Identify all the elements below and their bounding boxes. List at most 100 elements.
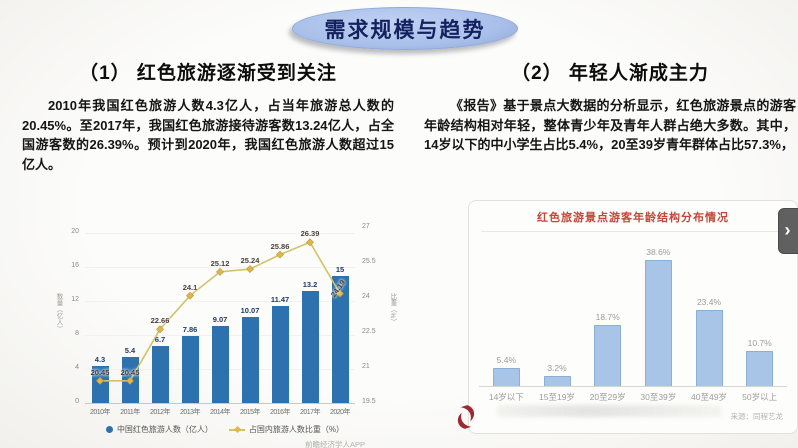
y-axis-tick-left: 20: [71, 228, 79, 235]
legend-label: 占国内旅游人数比重（%）: [248, 425, 345, 434]
x-axis-tick-label: 2013年: [179, 409, 201, 416]
legend-line-marker-icon: [233, 425, 241, 433]
x-axis-tick-label: 30至39岁: [640, 392, 677, 402]
bar-value-label: 9.07: [212, 314, 228, 324]
bar-value-label: 11.47: [270, 294, 290, 304]
next-slide-button[interactable]: ›: [778, 208, 798, 254]
x-axis-tick-label: 2015年: [239, 409, 261, 416]
bar-value-label: 10.07: [240, 306, 260, 316]
line-value-label: 25.86: [270, 241, 290, 251]
bar: [746, 351, 774, 386]
section-red-tourism-attention: （1） 红色旅游逐渐受到关注 2010年我国红色旅游人数4.3亿人，占当年旅游总…: [22, 58, 396, 448]
line-marker: [156, 325, 164, 334]
y-axis-tick-left: 4: [75, 364, 79, 371]
section-young-people: （2） 年轻人渐成主力 《报告》基于景点大数据的分析显示，红色旅游景点的游客年龄…: [424, 58, 798, 434]
watermark-smudge: [497, 405, 722, 417]
bar: [271, 305, 289, 403]
legend-item-line: 占国内旅游人数比重（%）: [228, 424, 345, 435]
divider: [481, 231, 785, 232]
line-value-label: 22.66: [150, 316, 170, 326]
bar-value-label: 6.7: [154, 335, 166, 345]
y-axis-tick-left: 0: [75, 398, 79, 405]
right-chart: 5.4% 14岁以下 3.2% 15至19岁 18.7% 20至29岁 38.6% 30至39…: [469, 201, 797, 433]
section1-paragraph: 2010年我国红色旅游人数4.3亿人，占当年旅游总人数的20.45%。至2017…: [22, 98, 394, 172]
y-axis-title-right: 比重（%）: [389, 293, 396, 325]
bar-value-label: 15: [335, 264, 345, 274]
y-axis-tick-right: 22.5: [362, 328, 376, 335]
right-chart-title: 红色旅游景点游客年龄结构分布情况: [537, 212, 729, 224]
x-axis-tick-label: 2012年: [149, 409, 171, 416]
bar: [492, 368, 520, 386]
legend-item-bars: 中国红色旅游人数（亿人）: [105, 424, 213, 435]
bar-value-label: 5.4%: [496, 355, 517, 366]
line-marker: [276, 250, 284, 259]
y-axis-title-left: 数量（亿人）: [55, 293, 62, 332]
bar: [151, 346, 169, 403]
y-axis-tick-right: 21: [362, 363, 370, 370]
y-axis-tick-right: 25.5: [362, 258, 376, 265]
bar: [644, 260, 672, 386]
line-value-label: 24.1: [182, 282, 198, 292]
bar-value-label: 18.7%: [595, 311, 620, 322]
line-value-label: 25.12: [210, 258, 230, 268]
bar: [543, 375, 571, 386]
line-value-label: 25.24: [240, 256, 260, 266]
right-chart-card: 红色旅游景点游客年龄结构分布情况 5.4% 14岁以下 3.2% 15至19岁 18.7…: [468, 200, 798, 434]
bar-value-label: 13.2: [302, 279, 318, 289]
y-axis-tick-left: 16: [71, 262, 79, 269]
x-axis-tick-label: 50岁以上: [742, 392, 778, 402]
left-chart: 0 4 8 12 16 20 19.5 21 22.5 24 25.5 27 4.3 2010年 5.4 20…: [55, 198, 396, 448]
bar: [181, 336, 199, 403]
gridline: [85, 233, 355, 234]
x-axis-tick-label: 20至29岁: [589, 392, 626, 402]
section2-heading: （2） 年轻人渐成主力: [511, 63, 709, 84]
page-title-text: 需求规模与趋势: [324, 18, 486, 42]
gridline: [85, 403, 355, 404]
section1-heading: （1） 红色旅游逐渐受到关注: [79, 63, 337, 84]
bar-value-label: 7.86: [182, 325, 198, 335]
bar-value-label: 38.6%: [646, 247, 671, 257]
y-axis-tick-right: 19.5: [362, 398, 376, 405]
line-value-label: 20.45: [90, 367, 110, 377]
brand-swirl-logo-icon: [452, 403, 480, 431]
bar: [301, 290, 319, 403]
x-axis-tick-label: 2016年: [269, 409, 291, 416]
bar: [211, 325, 229, 403]
chart-caption: 前瞻经济学人APP: [304, 440, 365, 448]
bar: [695, 309, 723, 386]
line-marker: [306, 238, 314, 247]
x-axis-tick-label: 2014年: [209, 409, 231, 416]
section2-paragraph: 《报告》基于景点大数据的分析显示，红色旅游景点的游客年龄结构相对年轻，整体青少年…: [424, 98, 796, 152]
page-title: 需求规模与趋势: [292, 7, 518, 50]
bar-value-label: 3.2%: [547, 362, 567, 373]
bar: [121, 357, 139, 403]
bar: [241, 317, 259, 403]
bar-value-label: 5.4: [124, 346, 136, 356]
y-axis-tick-right: 24: [362, 293, 370, 300]
line-marker: [216, 267, 224, 276]
source-text: 来源：同程艺龙: [730, 412, 784, 421]
bar: [594, 324, 622, 386]
x-axis-tick-label: 2010年: [89, 409, 111, 416]
bar-value-label: 23.4%: [696, 296, 722, 307]
bar-value-label: 4.3: [94, 355, 106, 365]
x-axis-tick-label: 14岁以下: [488, 392, 524, 402]
y-axis-tick-left: 8: [75, 330, 79, 337]
x-axis-tick-label: 2017年: [299, 409, 321, 416]
x-axis-tick-label: 2020年: [329, 409, 351, 416]
line-value-label: 20.45: [120, 367, 140, 377]
legend-line-icon: [228, 425, 245, 433]
legend-label: 中国红色旅游人数（亿人）: [116, 425, 213, 434]
swirl-icon: [457, 405, 475, 429]
chevron-right-icon: ›: [784, 219, 791, 240]
x-axis-tick-label: 15至19岁: [539, 392, 575, 402]
y-axis-tick-right: 27: [362, 223, 370, 230]
legend-dot-icon: [105, 426, 113, 433]
x-axis-tick-label: 2011年: [120, 409, 140, 416]
y-axis-tick-left: 12: [71, 296, 79, 303]
line-value-label: 26.39: [300, 229, 320, 239]
bar-value-label: 10.7%: [747, 338, 772, 349]
line-marker: [186, 291, 194, 300]
chart-legend: 中国红色旅游人数（亿人） 占国内旅游人数比重（%）: [55, 424, 395, 435]
